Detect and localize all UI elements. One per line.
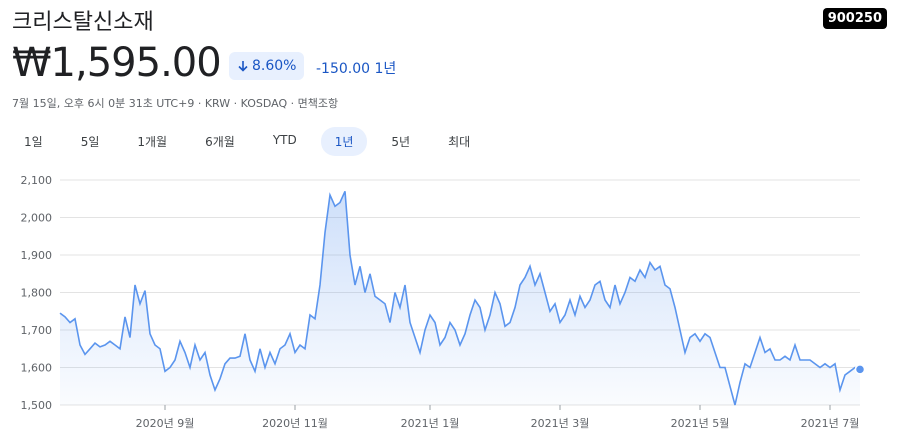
y-tick-label: 1,600 bbox=[21, 362, 53, 375]
y-tick-label: 1,700 bbox=[21, 324, 53, 337]
y-tick-label: 1,500 bbox=[21, 399, 53, 412]
x-tick-label: 2021년 1월 bbox=[401, 417, 460, 430]
range-tab[interactable]: 1년 bbox=[320, 127, 368, 156]
y-tick-label: 2,100 bbox=[21, 174, 53, 187]
change-pill: 8.60% bbox=[229, 52, 305, 80]
ticker-badge: 900250 bbox=[822, 8, 887, 29]
y-tick-label: 1,900 bbox=[21, 249, 53, 262]
x-tick-label: 2021년 3월 bbox=[531, 417, 590, 430]
price: ₩1,595.00 bbox=[12, 40, 222, 86]
range-tab[interactable]: 1일 bbox=[24, 135, 43, 149]
x-tick-label: 2020년 11월 bbox=[262, 417, 328, 430]
y-tick-label: 1,800 bbox=[21, 287, 53, 300]
range-tab[interactable]: 6개월 bbox=[205, 135, 235, 149]
stock-title: 크리스탈신소재 bbox=[12, 10, 154, 35]
range-tab[interactable]: YTD bbox=[272, 133, 297, 147]
y-tick-label: 2,000 bbox=[21, 212, 53, 225]
range-tabs: 1일 5일 1개월 6개월 YTD 1년 5년 최대 bbox=[10, 127, 494, 156]
x-tick-label: 2020년 9월 bbox=[136, 417, 195, 430]
change-value: -150.00 bbox=[316, 61, 371, 77]
last-point bbox=[854, 364, 866, 375]
range-tab[interactable]: 5일 bbox=[80, 135, 100, 149]
range-tab[interactable]: 5년 bbox=[391, 135, 411, 149]
range-tab[interactable]: 최대 bbox=[448, 135, 471, 149]
change-percent: 8.60% bbox=[252, 58, 297, 74]
change-period: 1년 bbox=[374, 61, 397, 77]
down-arrow bbox=[238, 61, 248, 72]
change: -150.00 1년 bbox=[316, 58, 396, 78]
timestamp-info: 7월 15일, 오후 6시 0분 31초 UTC+9 · KRW · KOSDA… bbox=[12, 97, 339, 110]
price-line bbox=[59, 190, 861, 406]
x-tick-label: 2021년 7월 bbox=[801, 417, 860, 430]
x-tick-label: 2021년 5월 bbox=[671, 417, 730, 430]
area-fill bbox=[60, 191, 860, 405]
range-tab[interactable]: 1개월 bbox=[137, 135, 168, 149]
